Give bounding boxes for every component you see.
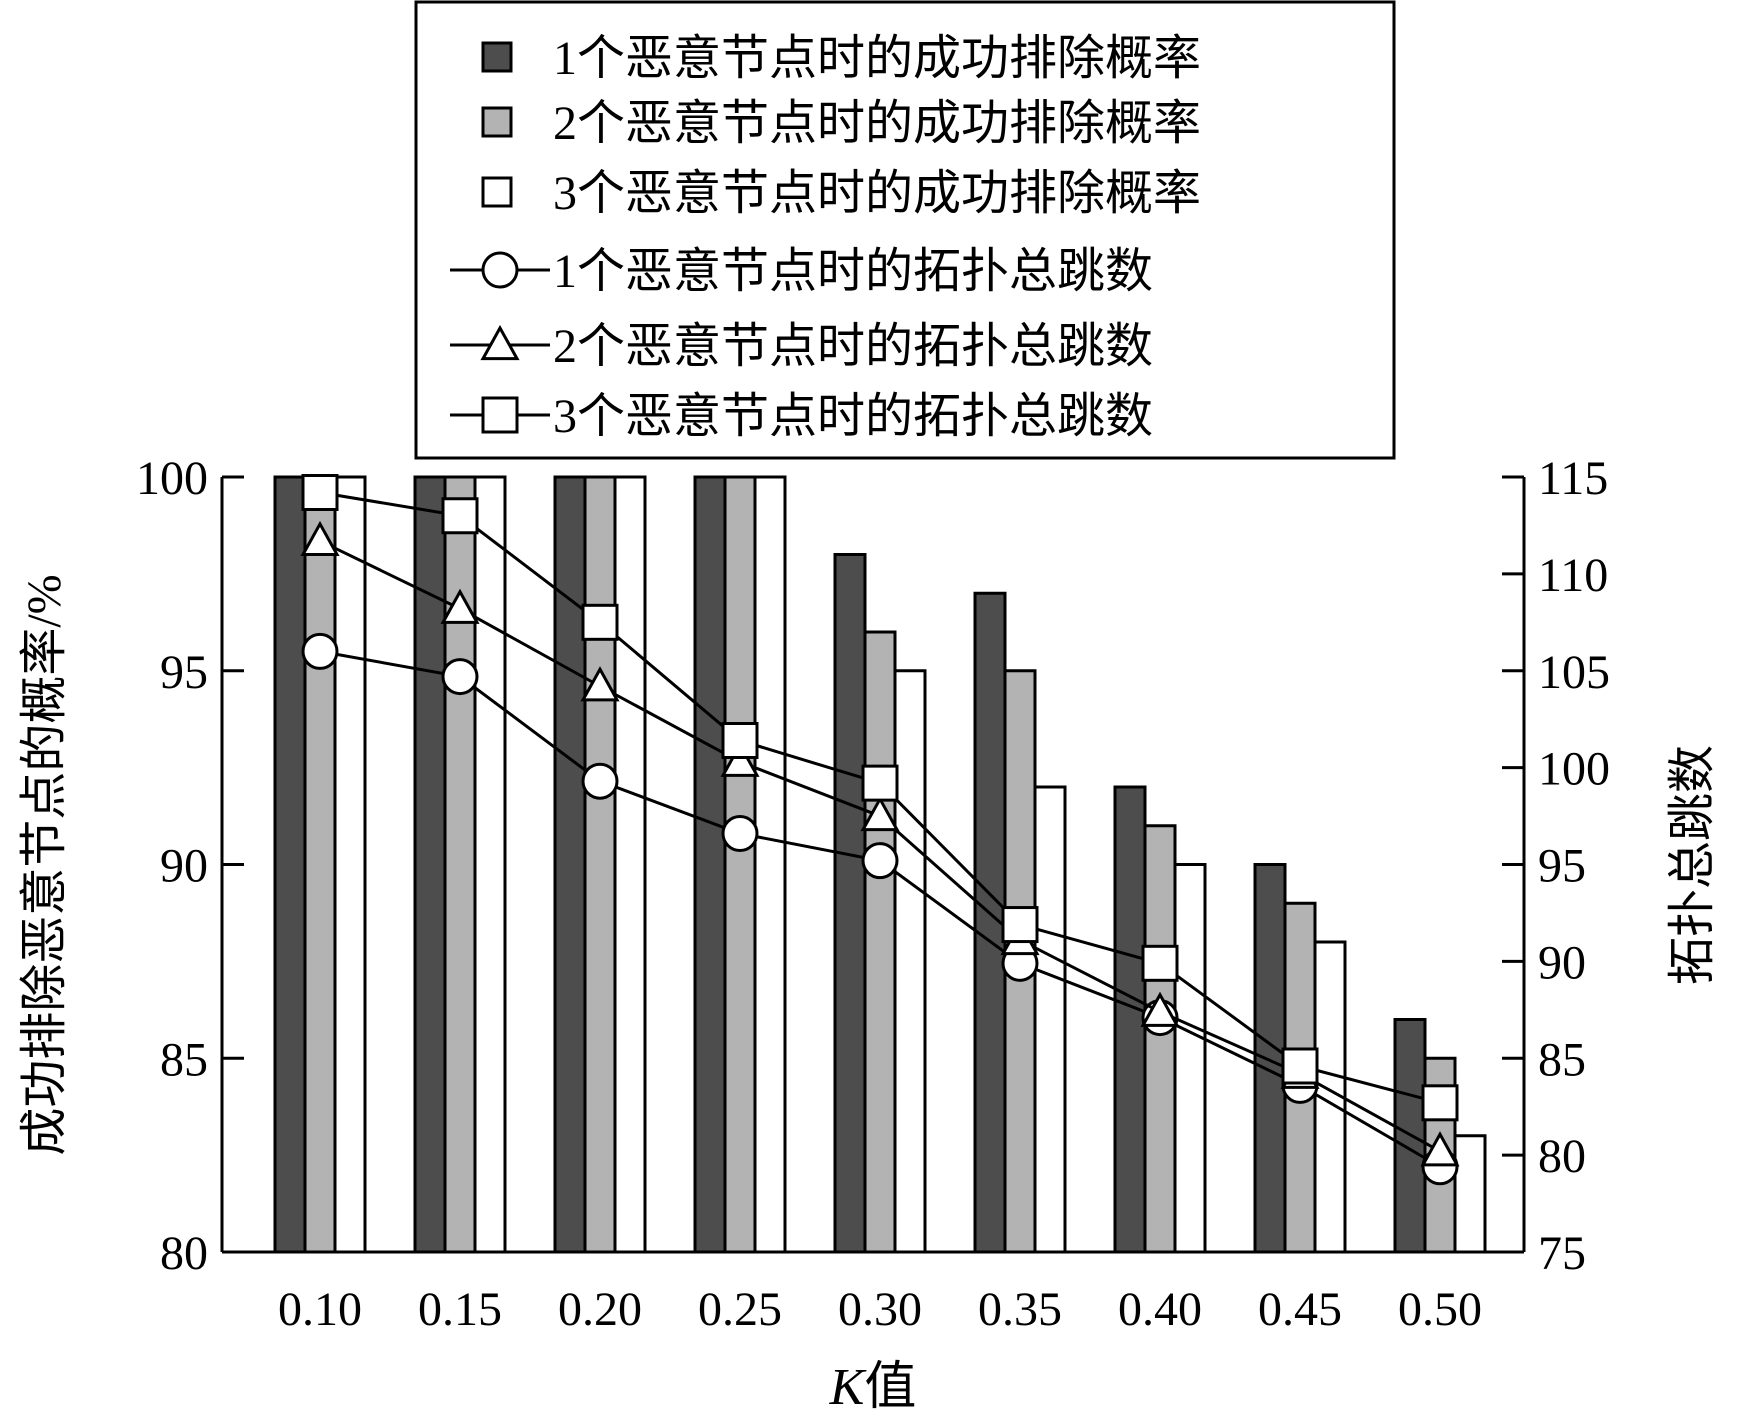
left-tick-label: 85 [160,1033,208,1086]
right-tick-label: 80 [1538,1130,1586,1183]
marker-s1-0.10 [301,632,339,670]
bar-s3-0.50 [1453,1134,1487,1254]
right-tick-layer: 75 80 85 90 95 100 105 110 115 [1502,452,1610,1280]
bar-s1-0.30 [833,553,867,1254]
legend: 1个恶意节点时的成功排除概率 2个恶意节点时的成功排除概率 3个恶意节点时的成功排除… [414,0,1396,460]
legend-marker-6 [481,396,519,434]
bar-s3-0.25 [753,475,787,1254]
right-tick-label: 90 [1538,936,1586,989]
bar-s1-0.25 [693,475,727,1254]
right-tick-label: 95 [1538,840,1586,893]
marker-s3-0.45 [1281,1047,1319,1085]
bar-s3-0.40 [1173,863,1207,1254]
marker-s3-0.10 [301,474,339,511]
marker-s3-0.20 [581,603,619,641]
legend-label-6: 3个恶意节点时的拓扑总跳数 [553,390,1153,443]
marker-s2-0.40 [1140,991,1180,1027]
marker-s3-0.25 [721,722,759,759]
bar-s3-0.20 [613,475,647,1254]
bar-s2-0.20 [583,475,617,1254]
bar-s2-0.25 [723,475,757,1254]
lines-layer [300,474,1460,1186]
legend-label-5: 2个恶意节点时的拓扑总跳数 [553,320,1153,373]
legend-label-4: 1个恶意节点时的拓扑总跳数 [553,245,1153,298]
marker-s3-0.15 [441,497,479,535]
right-tick-label: 75 [1538,1227,1586,1280]
bar-s3-0.35 [1033,785,1067,1254]
x-tick-label: 0.50 [1398,1283,1482,1336]
legend-marker-5 [480,324,520,361]
right-tick-label: 100 [1538,743,1610,796]
marker-s1-0.20 [581,762,619,800]
y-axis-label-left: 成功排除恶意节点的概率/% [18,574,71,1155]
marker-s2-0.50 [1420,1131,1460,1167]
legend-swatch-2 [481,106,513,138]
marker-s3-0.30 [861,764,899,802]
marker-s1-0.30 [861,842,899,880]
marker-s2-0.10 [300,520,340,557]
bar-s2-0.10 [303,475,337,1254]
legend-swatch-1 [481,41,513,73]
x-tick-label: 0.10 [278,1283,362,1336]
x-tick-label: 0.30 [838,1283,922,1336]
x-tick-label: 0.15 [418,1283,502,1336]
legend-label-1: 1个恶意节点时的成功排除概率 [553,32,1201,85]
legend-label-3: 3个恶意节点时的成功排除概率 [553,167,1201,220]
bar-s3-0.10 [333,475,367,1254]
bar-s1-0.10 [273,475,307,1254]
marker-s3-0.35 [1001,906,1039,944]
bar-s1-0.45 [1253,863,1287,1254]
marker-s2-0.30 [860,795,900,832]
bar-s2-0.30 [863,630,897,1254]
marker-s1-0.25 [721,815,759,852]
x-tick-label: 0.20 [558,1283,642,1336]
x-tick-layer: 0.10 0.15 0.20 0.25 0.30 0.35 0.40 0.45 0.50 [278,1283,1482,1336]
x-tick-label: 0.25 [698,1283,782,1336]
marker-s2-0.20 [580,666,620,702]
bar-s2-0.40 [1143,824,1177,1254]
x-tick-label: 0.45 [1258,1283,1342,1336]
bars-layer [273,475,1487,1254]
right-tick-label: 115 [1538,452,1608,505]
legend-marker-4 [481,251,519,289]
legend-swatch-3 [481,176,513,208]
left-tick-label: 100 [136,452,208,505]
x-axis-label: K值 [829,1359,917,1416]
legend-box [414,0,1396,460]
bar-s3-0.15 [473,475,507,1254]
legend-label-2: 2个恶意节点时的成功排除概率 [553,97,1201,150]
right-tick-label: 85 [1538,1033,1586,1086]
marker-s3-0.50 [1421,1084,1459,1122]
y-axis-label-right: 拓扑总跳数 [1666,745,1719,985]
x-axis-label-italic: K [829,1359,867,1416]
marker-s2-0.15 [440,588,480,624]
bar-s1-0.40 [1113,785,1147,1254]
marker-s2-0.25 [720,741,760,777]
right-tick-label: 110 [1538,549,1608,602]
marker-s1-0.15 [441,658,479,696]
left-tick-label: 90 [160,840,208,893]
left-tick-label: 80 [160,1227,208,1280]
x-tick-label: 0.35 [978,1283,1062,1336]
x-tick-label: 0.40 [1118,1283,1202,1336]
bar-s3-0.30 [893,669,927,1254]
left-tick-layer: 80 85 90 95 100 [136,452,244,1280]
left-tick-label: 95 [160,646,208,699]
marker-s3-0.40 [1141,944,1179,982]
right-tick-label: 105 [1538,646,1610,699]
x-axis-label-rest: 值 [864,1359,916,1416]
